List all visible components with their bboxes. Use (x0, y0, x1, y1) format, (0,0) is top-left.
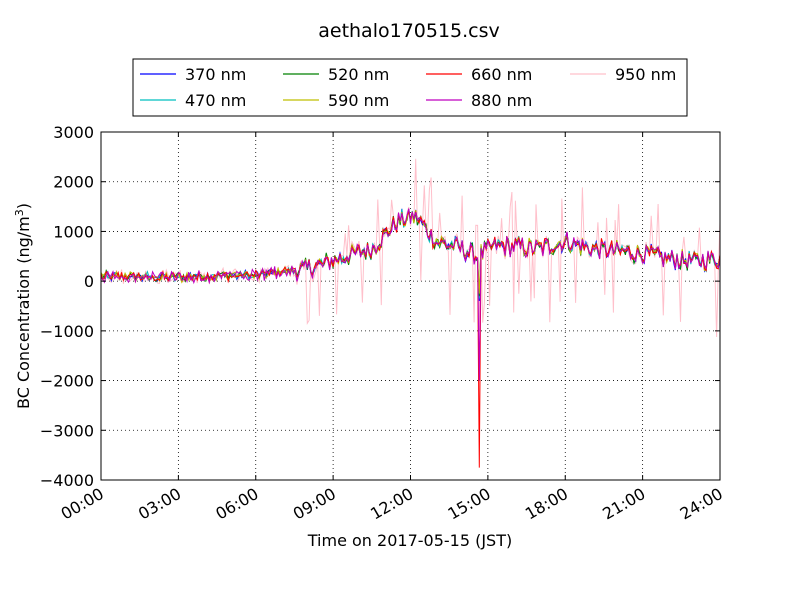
legend-label: 880 nm (471, 91, 532, 110)
y-tick-label: 0 (84, 272, 94, 291)
series-line-950-nm (101, 158, 720, 338)
series-line-880-nm (101, 208, 720, 381)
legend-label: 370 nm (185, 65, 246, 84)
legend: 370 nm 470 nm 520 nm 590 nm 660 nm 880 nm 950 … (132, 58, 688, 117)
x-tick-label: 03:00 (135, 484, 184, 524)
y-axis-label-end: ) (14, 203, 33, 209)
y-tick-label: −3000 (40, 421, 94, 440)
y-axis-label-main: BC Concentration (ng/m (14, 216, 33, 409)
x-tick-label: 15:00 (444, 484, 493, 524)
legend-frame (132, 58, 688, 117)
chart-title: aethalo170515.csv (318, 20, 500, 42)
legend-label: 590 nm (328, 91, 389, 110)
y-tick-label: −2000 (40, 372, 94, 391)
y-axis-label: BC Concentration (ng/m3) (13, 203, 33, 409)
legend-label: 660 nm (471, 65, 532, 84)
x-tick-label: 06:00 (212, 484, 261, 524)
x-tick-label: 18:00 (522, 484, 571, 524)
y-tick-label: −1000 (40, 322, 94, 341)
x-tick-label: 09:00 (290, 484, 339, 524)
x-tick-label: 12:00 (367, 484, 416, 524)
x-axis-label: Time on 2017-05-15 (JST) (307, 531, 512, 550)
legend-label: 950 nm (615, 65, 676, 84)
y-tick-label: −4000 (40, 471, 94, 490)
grid (101, 132, 720, 480)
series-line-660-nm (101, 209, 720, 468)
y-tick-label: 1000 (53, 222, 94, 241)
ticks: 00:00 03:00 06:00 09:00 12:00 15:00 18:00 21:00… (40, 123, 726, 524)
y-tick-label: 3000 (53, 123, 94, 142)
legend-label: 470 nm (185, 91, 246, 110)
legend-label: 520 nm (328, 65, 389, 84)
x-tick-label: 24:00 (677, 484, 726, 524)
x-tick-label: 21:00 (599, 484, 648, 524)
y-tick-label: 2000 (53, 173, 94, 192)
y-axis-label-sup: 3 (13, 209, 26, 216)
series-layer (101, 158, 720, 468)
